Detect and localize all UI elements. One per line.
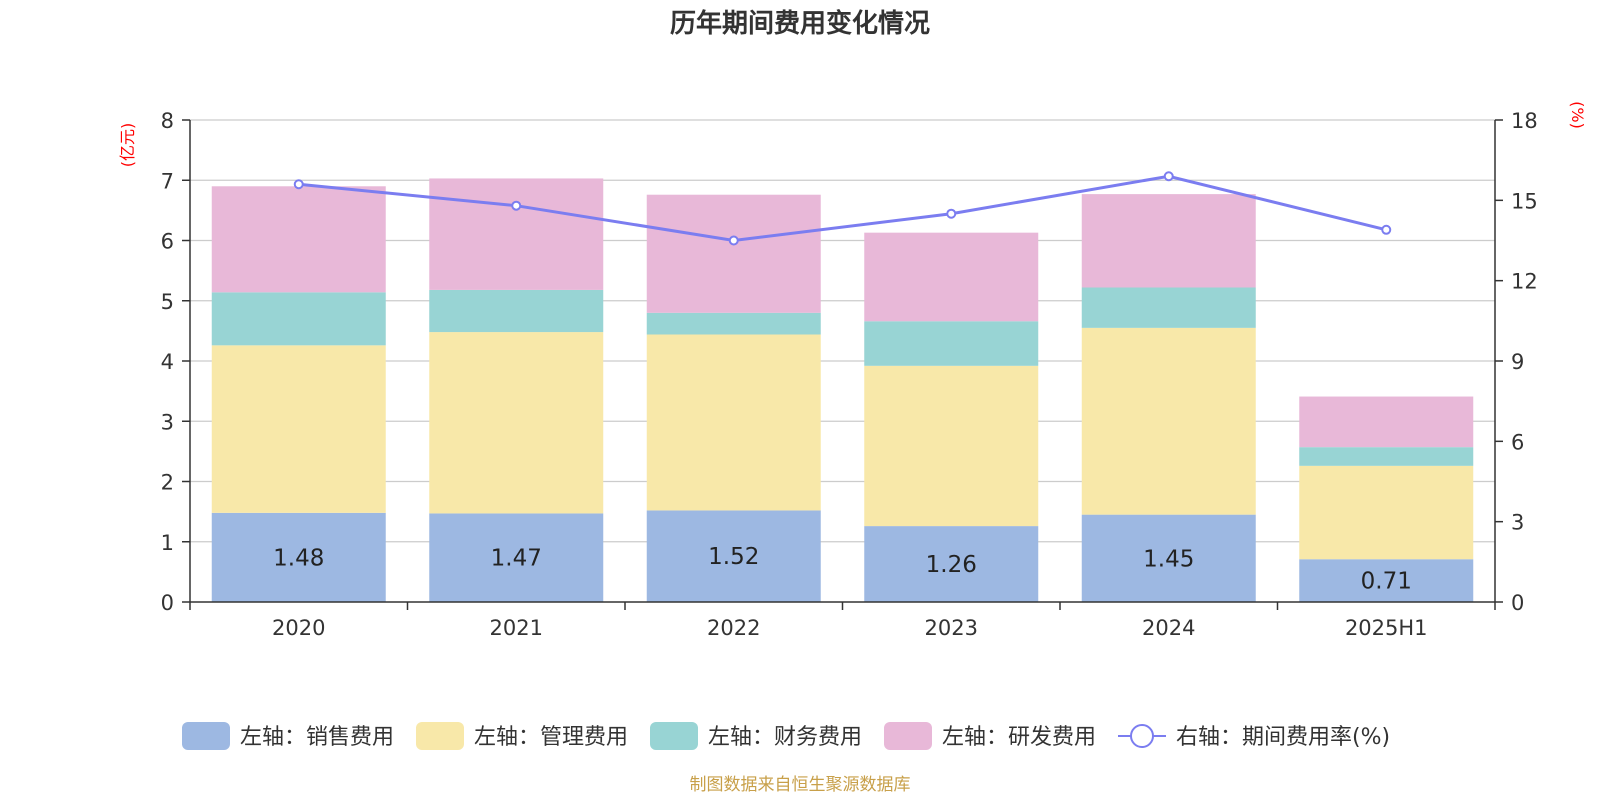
legend-item: 左轴：管理费用 <box>416 722 628 750</box>
bar-segment <box>429 178 604 290</box>
legend-item: 右轴：期间费用率(%) <box>1118 724 1390 750</box>
bar-segment <box>646 510 821 602</box>
legend-swatch <box>650 722 698 750</box>
bar-segment <box>864 365 1039 527</box>
data-labels: 1.48 1.47 1.52 1.26 1.45 0.71 <box>273 544 1412 594</box>
bar-data-label: 1.26 <box>926 552 977 578</box>
bar-segment <box>864 232 1039 322</box>
bar-data-label: 1.45 <box>1143 546 1194 572</box>
legend-swatch <box>182 722 230 750</box>
legend-label: 左轴：管理费用 <box>474 725 628 750</box>
bar-segment <box>1299 447 1474 466</box>
right-axis-tick-label: 3 <box>1511 511 1524 535</box>
bar-data-label: 1.48 <box>273 545 324 571</box>
gridlines <box>190 119 1495 543</box>
legend-circle-icon <box>1130 724 1154 748</box>
rate-line-path <box>298 174 1387 243</box>
bar-segment <box>1081 287 1256 328</box>
bar-segment <box>211 292 386 346</box>
right-axis-tick-label: 9 <box>1511 350 1524 374</box>
left-axis-tick-label: 2 <box>161 471 174 495</box>
bar-segment <box>429 513 604 602</box>
bar-segment <box>211 186 386 293</box>
bar-data-label: 0.71 <box>1361 569 1412 595</box>
bar-segment <box>646 194 821 313</box>
left-axis-tick-label: 3 <box>161 410 174 434</box>
source-note: 制图数据来自恒生聚源数据库 <box>690 775 911 795</box>
right-axis-tick-label: 12 <box>1511 270 1538 294</box>
x-axis-tick-label: 2023 <box>925 616 978 640</box>
bar-segment <box>646 334 821 511</box>
bar-segment <box>1299 559 1474 602</box>
bar-segment <box>864 321 1039 366</box>
x-axis-tick-label: 2020 <box>272 616 325 640</box>
chart-title: 历年期间费用变化情况 <box>670 8 930 39</box>
left-axis-tick-label: 7 <box>161 169 174 193</box>
bar-segment <box>211 512 386 602</box>
left-axis-unit: (亿元) <box>118 123 137 168</box>
legend-swatch <box>884 722 932 750</box>
bar-segment <box>1081 194 1256 288</box>
x-axis-tick-label: 2025H1 <box>1345 616 1428 640</box>
bar-segment <box>429 289 604 333</box>
x-axis-tick-label: 2021 <box>490 616 543 640</box>
bar-data-label: 1.47 <box>491 546 542 572</box>
bar-segment <box>211 345 386 513</box>
left-axis-tick-label: 0 <box>161 591 174 615</box>
bar-segment <box>1299 465 1474 560</box>
left-axis-tick-label: 5 <box>161 290 174 314</box>
bar-segment <box>646 312 821 335</box>
left-axis-tick-label: 8 <box>161 109 174 133</box>
legend-item: 左轴：销售费用 <box>182 722 394 750</box>
legend-label: 左轴：销售费用 <box>240 725 394 750</box>
bars <box>211 178 1474 602</box>
right-axis-unit: (%) <box>1568 101 1587 129</box>
left-axis-tick-label: 4 <box>161 350 174 374</box>
right-axis-tick-label: 18 <box>1511 109 1538 133</box>
right-axis-tick-label: 6 <box>1511 430 1524 454</box>
bar-segment <box>1299 396 1474 448</box>
rate-point <box>946 208 957 219</box>
left-axis-tick-label: 6 <box>161 230 174 254</box>
rate-point <box>511 200 522 211</box>
legend-label: 左轴：研发费用 <box>942 725 1096 750</box>
legend-item: 左轴：研发费用 <box>884 722 1096 750</box>
x-axis-tick-label: 2024 <box>1142 616 1195 640</box>
bar-data-label: 1.52 <box>708 544 759 570</box>
legend-label: 右轴：期间费用率(%) <box>1176 725 1390 750</box>
bar-segment <box>429 332 604 514</box>
legend-label: 左轴：财务费用 <box>708 725 862 750</box>
bar-segment <box>1081 327 1256 515</box>
rate-line <box>293 171 1392 246</box>
left-axis-tick-label: 1 <box>161 531 174 555</box>
bar-segment <box>1081 514 1256 602</box>
legend-swatch <box>416 722 464 750</box>
x-axis-tick-label: 2022 <box>707 616 760 640</box>
rate-point <box>728 235 739 246</box>
right-axis-tick-label: 15 <box>1511 189 1538 213</box>
legend-item: 左轴：财务费用 <box>650 722 862 750</box>
rate-point <box>293 179 304 190</box>
rate-point <box>1163 171 1174 182</box>
right-axis-tick-label: 0 <box>1511 591 1524 615</box>
legend: 左轴：销售费用 左轴：管理费用 左轴：财务费用 左轴：研发费用 右轴：期间费用率(%) <box>182 722 1390 750</box>
rate-point <box>1381 224 1392 235</box>
bar-segment <box>864 526 1039 602</box>
